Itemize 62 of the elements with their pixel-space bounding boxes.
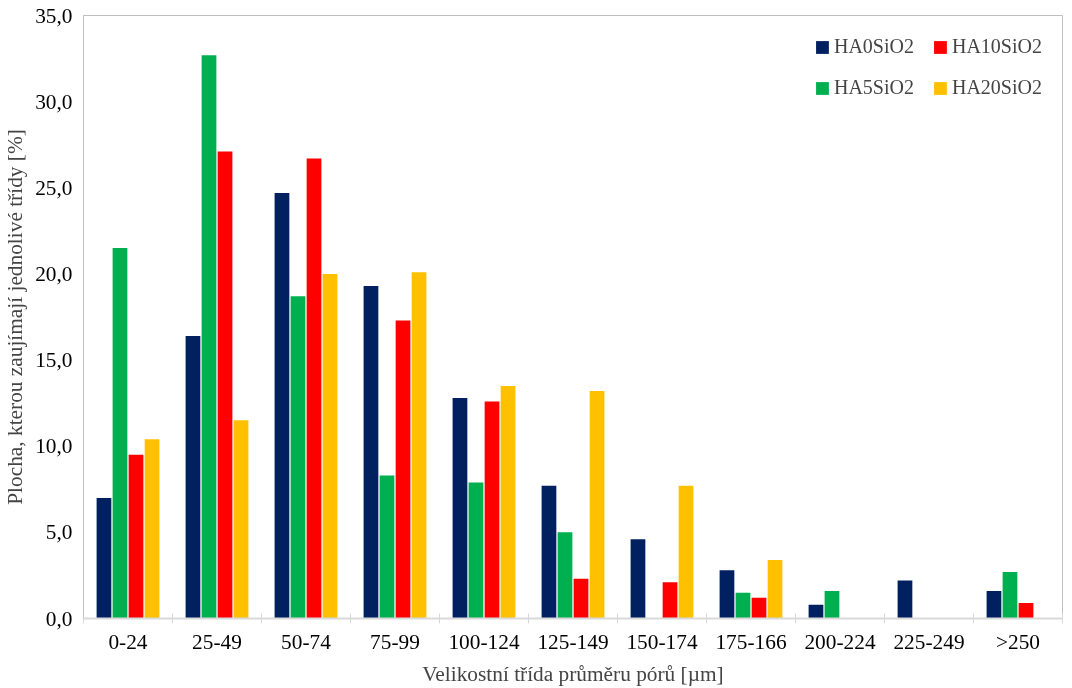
x-tick-label: 175-166 bbox=[715, 629, 787, 654]
bar bbox=[128, 454, 144, 619]
x-tick-label: 0-24 bbox=[108, 629, 148, 654]
x-tick-label: 100-124 bbox=[448, 629, 520, 654]
bar bbox=[662, 582, 678, 619]
bar bbox=[290, 296, 306, 619]
bar bbox=[484, 401, 500, 619]
y-tick-label: 0,0 bbox=[45, 606, 73, 631]
x-axis-title: Velikostní třída průměru pórů [µm] bbox=[422, 661, 724, 686]
legend-label: HA10SiO2 bbox=[951, 35, 1042, 58]
bar bbox=[379, 475, 395, 619]
bar bbox=[274, 192, 290, 619]
bar bbox=[897, 580, 913, 619]
bar bbox=[589, 391, 605, 619]
x-tick-label: 75-99 bbox=[370, 629, 420, 654]
legend-label: HA0SiO2 bbox=[833, 35, 914, 58]
bar bbox=[751, 597, 767, 619]
bar bbox=[233, 420, 249, 619]
bar bbox=[808, 604, 824, 619]
bar bbox=[767, 559, 783, 619]
bar bbox=[824, 590, 840, 619]
bar bbox=[395, 320, 411, 619]
bar bbox=[411, 272, 427, 619]
bar bbox=[678, 485, 694, 619]
bar bbox=[541, 485, 557, 619]
bar bbox=[719, 570, 735, 619]
x-tick-label: 50-74 bbox=[281, 629, 332, 654]
legend-label: HA5SiO2 bbox=[833, 76, 914, 99]
bar bbox=[144, 439, 160, 619]
bar bbox=[986, 590, 1002, 619]
y-tick-label: 10,0 bbox=[35, 434, 73, 459]
y-tick-label: 15,0 bbox=[35, 348, 73, 373]
bar bbox=[1002, 571, 1018, 619]
bar bbox=[306, 158, 322, 619]
x-tick-label: 225-249 bbox=[893, 629, 965, 654]
bar bbox=[185, 335, 201, 619]
bar bbox=[500, 385, 516, 619]
bar bbox=[557, 532, 573, 619]
y-tick-label: 35,0 bbox=[35, 3, 73, 28]
legend-label: HA20SiO2 bbox=[951, 76, 1042, 99]
bar bbox=[201, 55, 217, 619]
y-tick-label: 30,0 bbox=[35, 89, 73, 114]
y-axis-title: Plocha, kterou zaujímají jednolivé třídy [%] bbox=[3, 129, 28, 505]
x-tick-label: 125-149 bbox=[537, 629, 609, 654]
y-tick-label: 25,0 bbox=[35, 175, 73, 200]
bar bbox=[630, 539, 646, 619]
bar bbox=[217, 151, 233, 619]
x-tick-label: 200-224 bbox=[804, 629, 876, 654]
x-tick-label: >250 bbox=[995, 629, 1041, 654]
bar bbox=[363, 285, 379, 619]
y-tick-label: 5,0 bbox=[45, 520, 73, 545]
bar bbox=[573, 578, 589, 619]
bar bbox=[452, 397, 468, 619]
bar bbox=[1018, 602, 1034, 619]
bar bbox=[322, 273, 338, 619]
bar bbox=[112, 248, 128, 619]
bar bbox=[468, 482, 484, 619]
y-tick-label: 20,0 bbox=[35, 261, 73, 286]
bar bbox=[96, 497, 112, 619]
x-tick-label: 150-174 bbox=[626, 629, 698, 654]
bar bbox=[735, 592, 751, 619]
x-tick-label: 25-49 bbox=[192, 629, 242, 654]
